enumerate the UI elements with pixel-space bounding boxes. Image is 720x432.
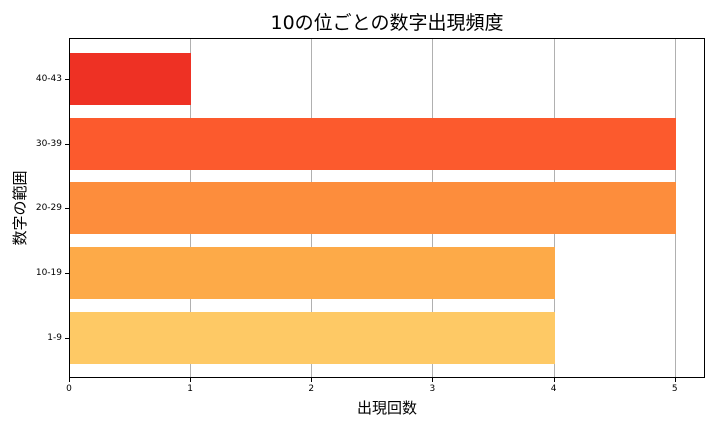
y-tick-label: 10-19 <box>35 268 62 278</box>
y-tick-label: 1-9 <box>47 333 62 343</box>
plot-area <box>69 38 705 378</box>
y-tick-label: 40-43 <box>35 74 62 84</box>
y-tick-mark <box>65 208 69 209</box>
x-tick-label: 4 <box>550 384 557 394</box>
bar-1-9 <box>70 312 555 364</box>
chart-title: 10の位ごとの数字出現頻度 <box>270 12 504 34</box>
bar-20-29 <box>70 182 676 234</box>
y-axis-label: 数字の範囲 <box>11 170 29 246</box>
x-tick-mark <box>190 378 192 382</box>
x-tick-mark <box>674 378 676 382</box>
x-tick-mark <box>553 378 555 382</box>
x-tick-label: 2 <box>308 384 315 394</box>
y-tick-mark <box>65 273 69 274</box>
bar-40-43 <box>70 53 192 105</box>
y-tick-label: 30-39 <box>35 139 62 149</box>
x-tick-label: 3 <box>429 384 436 394</box>
bar-10-19 <box>70 247 555 299</box>
y-tick-label: 20-29 <box>35 203 62 213</box>
x-tick-label: 5 <box>671 384 678 394</box>
bar-30-39 <box>70 118 676 170</box>
x-tick-mark <box>432 378 434 382</box>
x-tick-mark <box>311 378 313 382</box>
y-tick-mark <box>65 338 69 339</box>
x-tick-label: 0 <box>66 384 72 394</box>
y-tick-mark <box>65 79 69 80</box>
x-tick-mark <box>69 378 70 382</box>
x-tick-label: 1 <box>187 384 193 394</box>
y-tick-mark <box>65 144 69 145</box>
x-axis-label: 出現回数 <box>356 399 417 417</box>
